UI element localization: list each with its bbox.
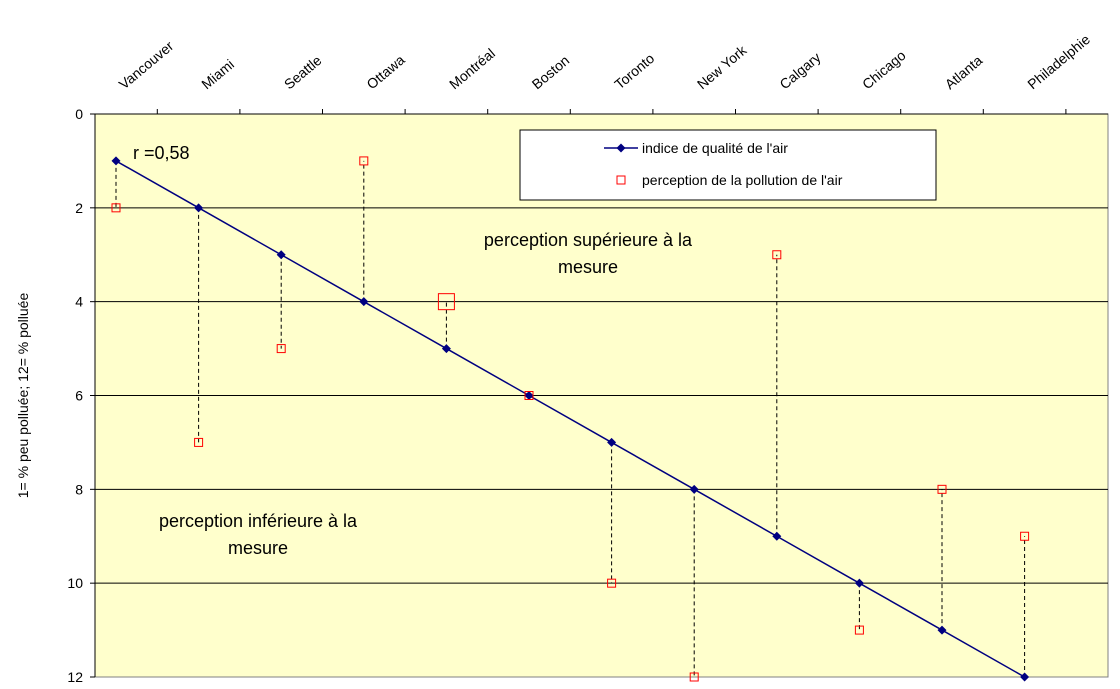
x-tick-label: Montréal [446, 45, 498, 92]
x-tick-label: Seattle [281, 52, 325, 92]
legend-label: indice de qualité de l'air [642, 140, 788, 156]
legend [519, 129, 937, 201]
point [276, 250, 286, 260]
x-tick-label: Atlanta [942, 52, 986, 92]
x-tick-label: Miami [198, 56, 237, 92]
x-tick-label: Ottawa [363, 51, 407, 92]
annotation: r =0,58 [133, 143, 190, 163]
marker [437, 293, 455, 311]
x-tick-label: Boston [529, 52, 573, 92]
y-tick-label: 0 [75, 106, 83, 122]
point [689, 484, 699, 494]
marker [194, 437, 204, 447]
marker [607, 578, 617, 588]
marker [772, 250, 782, 260]
x-tick-label: New York [694, 41, 750, 92]
line-series [115, 160, 1025, 678]
x-tick-label: Calgary [776, 49, 823, 92]
point [194, 203, 204, 213]
x-tick-label: Toronto [611, 50, 657, 92]
annotation: mesure [228, 538, 288, 558]
marker [1020, 531, 1030, 541]
x-tick-label: Philadelphie [1024, 31, 1093, 92]
legend-marker [616, 175, 626, 185]
point [359, 297, 369, 307]
marker [689, 672, 699, 682]
point [1020, 672, 1030, 682]
annotation: perception supérieure à la [484, 230, 693, 250]
marker [524, 391, 534, 400]
annotation: mesure [558, 257, 618, 277]
point [441, 344, 451, 354]
point [772, 531, 782, 541]
marker [111, 203, 121, 213]
y-tick-label: 4 [75, 294, 83, 310]
y-tick-label: 10 [67, 575, 83, 591]
x-tick-label: Chicago [859, 47, 909, 92]
marker [276, 344, 286, 354]
point [854, 578, 864, 588]
y-tick-label: 12 [67, 669, 83, 684]
point [524, 391, 534, 400]
y-tick-label: 6 [75, 388, 83, 404]
point [937, 625, 947, 635]
point [607, 437, 617, 447]
marker [937, 484, 947, 494]
marker [359, 156, 369, 166]
x-tick-label: Vancouver [116, 37, 177, 92]
legend-point [616, 143, 626, 153]
legend-label: perception de la pollution de l'air [642, 172, 843, 188]
point [111, 156, 121, 166]
marker [854, 625, 864, 635]
y-tick-label: 2 [75, 200, 83, 216]
y-tick-label: 8 [75, 481, 83, 497]
y-axis-label: 1= % peu polluée; 12= % polluée [15, 293, 31, 499]
annotation: perception inférieure à la [159, 511, 358, 531]
